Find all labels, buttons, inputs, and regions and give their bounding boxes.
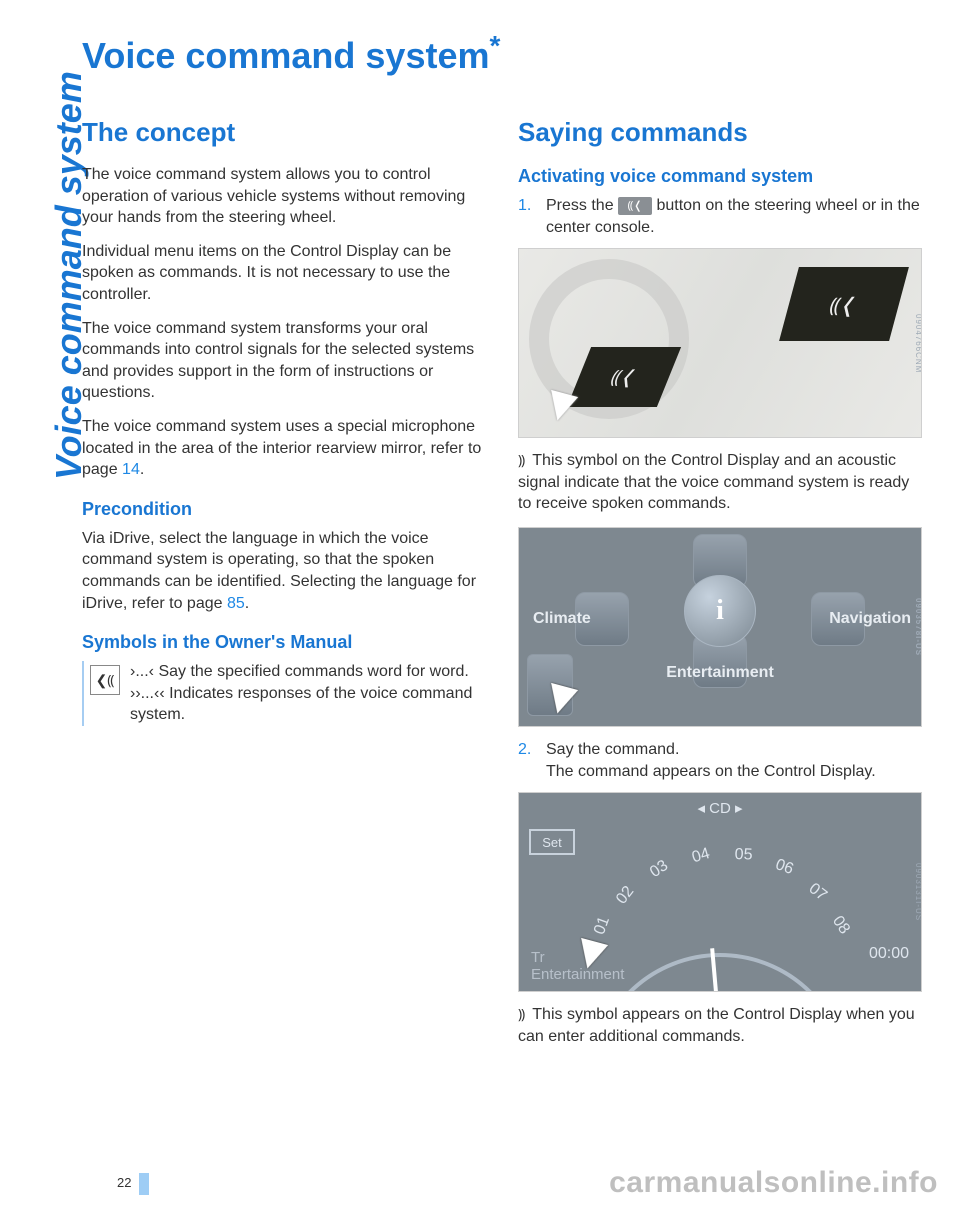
page-title-text: Voice command system — [82, 35, 490, 76]
tick: 03 — [647, 857, 672, 882]
tr-label: Tr — [531, 949, 545, 966]
column-right: Saying commands Activating voice command… — [518, 117, 922, 1059]
step-2: Say the command. The command appears on … — [518, 739, 922, 782]
figure-code: 0903578I-US — [914, 532, 922, 722]
voice-icon: ❮⸨ — [90, 665, 120, 695]
heading-symbols: Symbols in the Owner's Manual — [82, 632, 486, 653]
callout-body: ›...‹ Say the specified commands word fo… — [130, 661, 486, 726]
watermark: carmanualsonline.info — [609, 1166, 938, 1200]
voice-ready-icon: ⸩ — [518, 1005, 525, 1024]
page-link-85[interactable]: 85 — [227, 595, 245, 612]
steps-list: Press the ⸨❬ button on the steering whee… — [518, 195, 922, 238]
symbol-line: ››...‹‹ Indicates responses of the voice… — [130, 683, 486, 726]
entertainment-label: Entertainment — [531, 966, 624, 983]
symbols-callout: ❮⸨ ›...‹ Say the specified commands word… — [82, 661, 486, 726]
navigation-label: Navigation — [829, 610, 911, 628]
step-1: Press the ⸨❬ button on the steering whee… — [518, 195, 922, 238]
figure-code: 0904766CNM — [914, 253, 922, 433]
climate-label: Climate — [533, 610, 591, 628]
figure-idrive-menu: i Climate Navigation Entertainment 09035… — [518, 527, 922, 727]
wheel-voice-button: ⸨❬ — [779, 267, 909, 341]
voice-button-icon: ⸨❬ — [618, 197, 652, 215]
entertainment-label: Entertainment — [666, 664, 774, 682]
heading-saying: Saying commands — [518, 117, 922, 148]
para: ⸩ This symbol on the Control Display and… — [518, 450, 922, 515]
column-left: The concept The voice command system all… — [82, 117, 486, 1059]
figure-cd-display: ◂ CD ▸ Set 01 02 03 04 05 06 07 08 00:00… — [518, 792, 922, 992]
para: ⸩ This symbol appears on the Control Dis… — [518, 1004, 922, 1047]
page-number: 22 — [117, 1175, 131, 1190]
para: The voice command system transforms your… — [82, 318, 486, 404]
timer-label: 00:00 — [869, 945, 909, 963]
symbol-line: ›...‹ Say the specified commands word fo… — [130, 661, 486, 683]
figure-code: 0903131I-US — [914, 797, 922, 987]
figure-interior: ⸨❬ ⸨❬ 0904766CNM — [518, 248, 922, 438]
cursor-icon — [544, 390, 578, 424]
page-link-14[interactable]: 14 — [122, 461, 140, 478]
para: Individual menu items on the Control Dis… — [82, 241, 486, 306]
page-title: Voice command system* — [82, 30, 922, 77]
asterisk-icon: * — [490, 30, 501, 61]
para: The voice command system allows you to c… — [82, 164, 486, 229]
steps-list-2: Say the command. The command appears on … — [518, 739, 922, 782]
tick: 06 — [773, 856, 796, 879]
tick: 07 — [805, 880, 830, 905]
tick: 04 — [690, 845, 712, 867]
heading-activating: Activating voice command system — [518, 166, 922, 187]
tick: 02 — [613, 883, 638, 908]
tick: 08 — [828, 913, 853, 938]
page-content: Voice command system* The concept The vo… — [82, 30, 922, 1059]
idrive-center-icon: i — [684, 575, 756, 647]
para: Via iDrive, select the language in which… — [82, 528, 486, 614]
heading-concept: The concept — [82, 117, 486, 148]
para: The voice command system uses a special … — [82, 416, 486, 481]
voice-ready-icon: ⸩ — [518, 451, 525, 470]
heading-precondition: Precondition — [82, 499, 486, 520]
tick: 01 — [591, 914, 614, 937]
tick: 05 — [734, 846, 752, 865]
